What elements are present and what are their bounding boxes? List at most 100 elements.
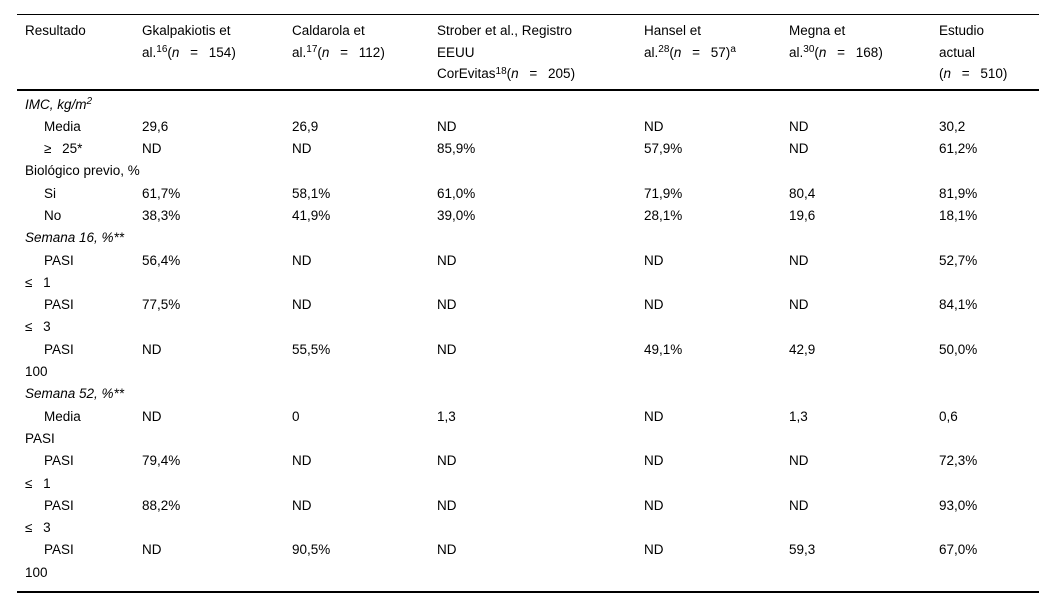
cell-value: ND: [789, 497, 809, 513]
cell-value: ND: [437, 542, 457, 558]
column-header-resultado: Resultado: [25, 20, 142, 42]
column-header-label: Resultado: [25, 23, 86, 38]
cell-value: ND: [644, 408, 664, 424]
data-row-s52-pasi100: PASI 100 ND 90,5% ND ND 59,3 67,0%: [25, 539, 1039, 584]
n-variable: n: [818, 44, 827, 60]
row-label-line2: PASI: [25, 430, 55, 446]
study-sample-line: al.28(n = 57)a: [644, 42, 789, 64]
section-label: IMC, kg/m2: [25, 94, 92, 116]
study-sample-line: CorEvitas18(n = 205): [437, 63, 644, 85]
cell-value: ND: [437, 497, 457, 513]
cell-value: 18,1%: [939, 207, 978, 223]
reference-superscript: 17: [306, 44, 318, 55]
study-comparison-table: Resultado Gkalpakiotis et al.16(n = 154)…: [17, 14, 1039, 594]
row-label: PASI 100: [25, 539, 142, 584]
row-label-line: PASI: [44, 341, 74, 357]
cell-value: ND: [644, 118, 664, 134]
n-variable: n: [511, 66, 519, 81]
n-value: = 205): [518, 66, 576, 81]
cell-value: 61,0%: [437, 185, 476, 201]
cell-value: ND: [644, 297, 664, 313]
cell-value: 0,6: [939, 408, 958, 424]
data-row-s52-pasi-le3: PASI ≤ 3 88,2% ND ND ND ND 93,0%: [25, 495, 1039, 540]
cell-value: ND: [644, 497, 664, 513]
section-row-imc: IMC, kg/m2: [25, 94, 1039, 116]
n-variable: n: [171, 44, 180, 60]
cell-value: ND: [292, 141, 312, 157]
row-label: Si: [25, 183, 142, 205]
cell-value: ND: [789, 297, 809, 313]
section-label: Semana 16, %**: [25, 227, 124, 249]
cell-value: 29,6: [142, 118, 169, 134]
row-label-line: No: [44, 207, 62, 223]
data-row-s16-pasi-le3: PASI ≤ 3 77,5% ND ND ND ND 84,1%: [25, 294, 1039, 339]
cell-value: 67,0%: [939, 542, 978, 558]
al-text: al.: [292, 44, 307, 60]
row-label-line: PASI: [44, 453, 74, 469]
row-label-line2: ≤ 3: [25, 520, 51, 536]
cell-value: ND: [644, 542, 664, 558]
cell-value: 41,9%: [292, 207, 331, 223]
study-name: Strober et al., Registro: [437, 23, 573, 38]
cell-value: ND: [644, 252, 664, 268]
cell-value: 55,5%: [292, 341, 331, 357]
section-label: Semana 52, %**: [25, 383, 124, 405]
section-text: Semana 16, %**: [25, 230, 125, 246]
column-header-gkalpakiotis: Gkalpakiotis et al.16(n = 154): [142, 20, 292, 63]
row-label-line2: ≤ 1: [25, 274, 51, 290]
row-label: PASI ≤ 1: [25, 450, 142, 495]
cell-value: 1,3: [789, 408, 808, 424]
n-value: = 57): [681, 44, 731, 60]
al-text: al.: [789, 44, 804, 60]
column-header-strober: Strober et al., Registro EEUU CorEvitas1…: [437, 20, 644, 85]
paren-open: (: [814, 44, 819, 60]
data-row-imc-media: Media 29,6 26,9 ND ND ND 30,2: [25, 116, 1039, 138]
study-name-line2: actual: [939, 44, 976, 60]
data-row-s16-pasi100: PASI 100 ND 55,5% ND 49,1% 42,9 50,0%: [25, 339, 1039, 384]
cell-value: ND: [644, 453, 664, 469]
cell-value: ND: [292, 297, 312, 313]
registry-text: CorEvitas: [437, 66, 496, 81]
row-label-line: PASI: [44, 252, 74, 268]
reference-superscript: 18: [495, 65, 507, 77]
data-row-biologico-si: Si 61,7% 58,1% 61,0% 71,9% 80,4 81,9%: [25, 183, 1039, 205]
cell-value: 61,2%: [939, 141, 978, 157]
section-text: Semana 52, %**: [25, 386, 125, 402]
cell-value: 38,3%: [142, 207, 181, 223]
cell-value: ND: [789, 141, 809, 157]
cell-value: 90,5%: [292, 542, 331, 558]
cell-value: ND: [142, 408, 162, 424]
row-label-line: PASI: [44, 542, 74, 558]
footnote-superscript: a: [730, 44, 736, 55]
row-label: PASI 100: [25, 339, 142, 384]
cell-value: 42,9: [789, 341, 816, 357]
cell-value: 26,9: [292, 118, 319, 134]
row-label: Media PASI: [25, 406, 142, 451]
cell-value: ND: [292, 252, 312, 268]
n-value: = 112): [329, 44, 385, 60]
row-label-line: ≥ 25*: [44, 141, 83, 157]
cell-value: ND: [142, 542, 162, 558]
row-label-line2: ≤ 3: [25, 319, 51, 335]
row-label-line2: 100: [25, 364, 48, 380]
cell-value: ND: [789, 453, 809, 469]
cell-value: ND: [437, 252, 457, 268]
section-label: Biológico previo, %: [25, 160, 140, 182]
row-label-line: Si: [44, 185, 57, 201]
paren-open: (: [669, 44, 674, 60]
row-label: PASI ≤ 3: [25, 294, 142, 339]
cell-value: 77,5%: [142, 297, 181, 313]
study-name: Estudio: [939, 23, 985, 38]
section-text: Biológico previo, %: [25, 163, 140, 179]
study-name: Caldarola et: [292, 23, 365, 38]
study-name: Megna et: [789, 23, 846, 38]
cell-value: 56,4%: [142, 252, 181, 268]
cell-value: 1,3: [437, 408, 456, 424]
cell-value: 59,3: [789, 542, 816, 558]
row-label: Media: [25, 116, 142, 138]
section-row-semana16: Semana 16, %**: [25, 227, 1039, 249]
section-row-semana52: Semana 52, %**: [25, 383, 1039, 405]
data-row-s52-pasi-le1: PASI ≤ 1 79,4% ND ND ND ND 72,3%: [25, 450, 1039, 495]
paren-open: (: [939, 66, 944, 81]
n-value: = 510): [951, 66, 1008, 81]
